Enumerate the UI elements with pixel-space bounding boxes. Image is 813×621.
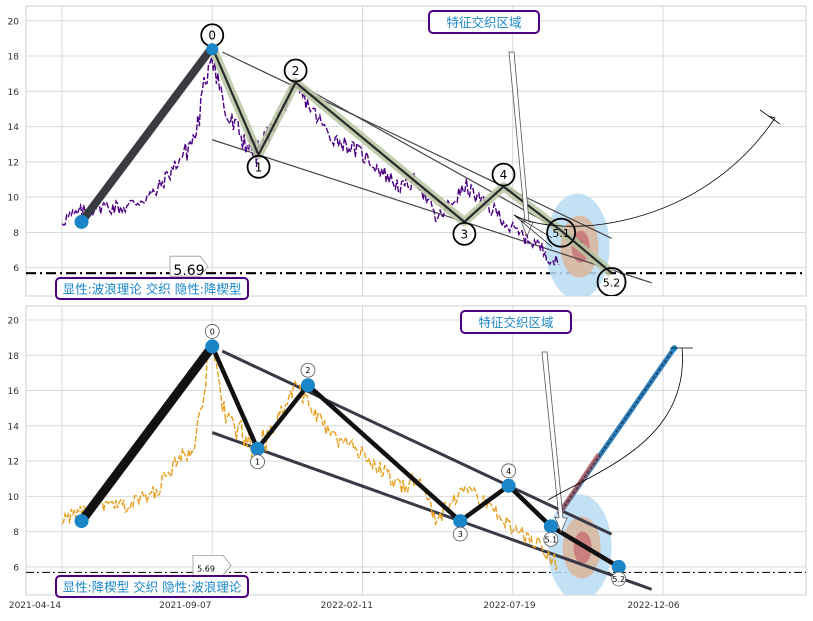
y-tick-label: 18 bbox=[8, 352, 20, 362]
feature-label-box bbox=[428, 10, 540, 34]
level-label: 5.69 bbox=[173, 263, 204, 279]
pivot-label: 5.1 bbox=[552, 227, 570, 240]
pivot-dot bbox=[611, 559, 626, 574]
plot-area bbox=[25, 5, 807, 297]
callout-tip bbox=[759, 109, 781, 125]
y-tick-label: 20 bbox=[8, 17, 20, 27]
caption-text: 显性:波浪理论 交织 隐性:降楔型 bbox=[63, 282, 242, 297]
caption-box bbox=[55, 575, 249, 598]
wedge-upper-line bbox=[221, 51, 612, 239]
level-tag bbox=[192, 555, 232, 576]
target-line-dash bbox=[558, 347, 675, 515]
pivot-label: 1 bbox=[255, 458, 260, 467]
pivot-label: 5.2 bbox=[612, 575, 625, 584]
plot-body: 0 1 2 3 4 5.1 5.2 bbox=[26, 23, 806, 296]
y-tick-label: 10 bbox=[8, 194, 20, 204]
price-line bbox=[61, 56, 560, 266]
pivot-label: 5.2 bbox=[603, 277, 621, 290]
pivot-marker bbox=[546, 217, 577, 248]
pivot-label: 4 bbox=[500, 168, 508, 182]
y-tick-label: 18 bbox=[8, 53, 20, 63]
y-tick-label: 20 bbox=[8, 316, 20, 326]
pivot-marker bbox=[501, 463, 517, 479]
pivot-label: 2 bbox=[292, 64, 300, 78]
impulse-line bbox=[77, 43, 217, 226]
pivot-marker bbox=[543, 531, 559, 547]
pivot-marker bbox=[300, 362, 316, 378]
grid bbox=[26, 306, 806, 595]
plot-area bbox=[25, 305, 807, 596]
x-tick-label: 2021-04-14 bbox=[9, 601, 62, 611]
pivot-marker bbox=[452, 526, 468, 542]
x-tick-label: 2022-12-06 bbox=[627, 601, 680, 611]
callout-spread bbox=[513, 214, 553, 248]
pivot-label: 0 bbox=[208, 29, 216, 43]
x-tick-label: 2022-02-11 bbox=[321, 601, 373, 611]
caption-box bbox=[55, 277, 249, 300]
level-label: 5.69 bbox=[197, 564, 215, 573]
pivot-dot bbox=[206, 43, 219, 56]
pivot-dot bbox=[205, 339, 220, 354]
feature-label: 特征交织区域 bbox=[446, 15, 521, 30]
grid bbox=[26, 6, 806, 296]
pivot-label: 2 bbox=[305, 366, 310, 375]
feature-arrow bbox=[541, 351, 568, 534]
y-tick-label: 10 bbox=[8, 493, 20, 503]
y-tick-label: 12 bbox=[8, 158, 19, 168]
price-line bbox=[61, 343, 560, 571]
caption-text: 显性:降楔型 交织 隐性:波浪理论 bbox=[63, 580, 242, 595]
feature-arrow bbox=[508, 51, 534, 238]
pivot-dot bbox=[300, 378, 315, 393]
pivot-dot bbox=[501, 478, 516, 493]
callout-curve bbox=[513, 117, 776, 227]
pivot-marker bbox=[250, 454, 265, 470]
pivot-marker bbox=[491, 162, 516, 187]
y-tick-label: 12 bbox=[8, 458, 19, 468]
start-point bbox=[74, 514, 89, 529]
feature-label-box bbox=[460, 310, 572, 334]
pivot-label: 4 bbox=[506, 467, 511, 476]
y-tick-label: 6 bbox=[13, 264, 19, 274]
wedge-upper-line bbox=[221, 349, 613, 536]
pivot-label: 3 bbox=[458, 530, 463, 539]
callout-curve bbox=[547, 347, 683, 501]
pivot-marker bbox=[246, 154, 271, 179]
wedge-lower-line bbox=[212, 139, 652, 284]
pivot-marker bbox=[452, 221, 477, 246]
start-point bbox=[74, 214, 89, 229]
pivot-dot bbox=[250, 441, 265, 456]
pivot-dot bbox=[453, 514, 468, 529]
pivot-label: 5.1 bbox=[544, 535, 557, 544]
pivot-marker bbox=[611, 571, 627, 587]
pivot-label: 3 bbox=[461, 227, 469, 241]
pivot-marker bbox=[283, 58, 308, 83]
y-tick-label: 8 bbox=[13, 229, 19, 239]
impulse-line bbox=[77, 341, 217, 526]
pivot-label: 0 bbox=[210, 327, 215, 336]
y-tick-label: 14 bbox=[8, 422, 20, 432]
panel-bottom: 68101214161820012345.15.2特征交织区域5.69显性:降楔… bbox=[8, 305, 807, 611]
pivot-label: 1 bbox=[255, 160, 263, 174]
pivot-dot bbox=[543, 519, 558, 534]
pivot-marker bbox=[204, 324, 220, 339]
level-tag bbox=[169, 255, 209, 277]
x-tick-label: 2021-09-07 bbox=[159, 601, 211, 611]
pivot-marker bbox=[596, 267, 627, 296]
y-tick-label: 16 bbox=[8, 88, 20, 98]
feature-label: 特征交织区域 bbox=[478, 315, 553, 330]
y-tick-label: 16 bbox=[8, 387, 20, 397]
y-tick-label: 14 bbox=[8, 123, 20, 133]
x-tick-label: 2022-07-19 bbox=[483, 601, 536, 611]
y-tick-label: 6 bbox=[13, 563, 19, 573]
y-tick-label: 8 bbox=[13, 528, 19, 538]
wave-line bbox=[211, 46, 613, 274]
panel-top: 68101214161820012345.15.2特征交织区域5.69显性:波浪… bbox=[8, 5, 807, 300]
